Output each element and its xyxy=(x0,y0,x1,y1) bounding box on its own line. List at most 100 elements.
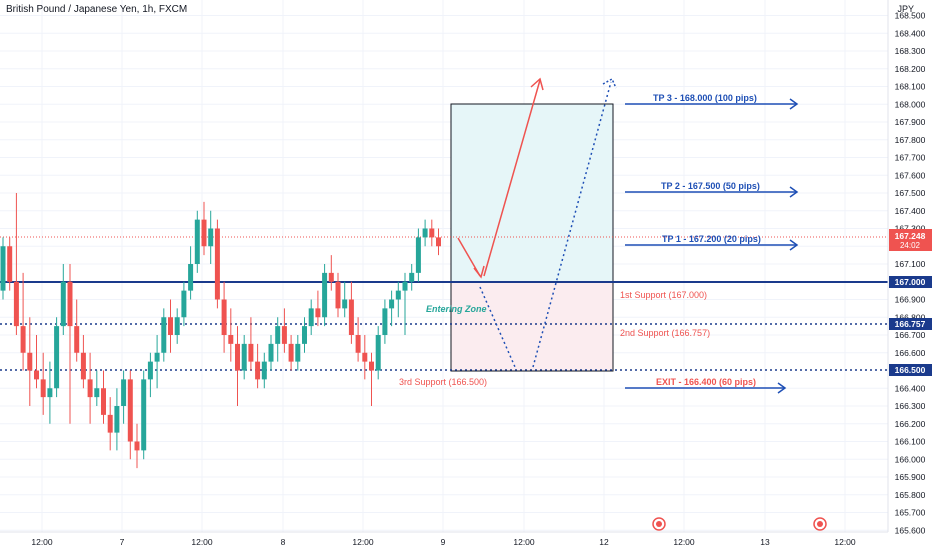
symbol-title[interactable]: British Pound / Japanese Yen, 1h, FXCM xyxy=(6,4,188,15)
projection-arrows[interactable] xyxy=(457,77,617,368)
candle-body[interactable] xyxy=(154,352,160,362)
tp2-label[interactable]: TP 2 - 167.500 (50 pips) xyxy=(661,181,760,191)
candle-body[interactable] xyxy=(60,281,66,327)
candle-body[interactable] xyxy=(308,308,314,327)
candle-body[interactable] xyxy=(342,299,348,309)
tp1-label[interactable]: TP 1 - 167.200 (20 pips) xyxy=(662,234,761,244)
candle-body[interactable] xyxy=(208,228,214,247)
candle-body[interactable] xyxy=(74,326,80,353)
candle-body[interactable] xyxy=(235,343,240,371)
candle-body[interactable] xyxy=(429,228,435,238)
candle-body[interactable] xyxy=(415,237,421,273)
candle-body[interactable] xyxy=(395,290,401,300)
candle-body[interactable] xyxy=(94,388,100,398)
candle-body[interactable] xyxy=(114,406,120,433)
candle-body[interactable] xyxy=(107,414,113,433)
candle-body[interactable] xyxy=(34,370,39,380)
candle-body[interactable] xyxy=(67,281,73,327)
candle-body[interactable] xyxy=(248,343,254,362)
time-tick: 12:00 xyxy=(31,537,53,547)
candle-body[interactable] xyxy=(0,246,6,291)
candle-body[interactable] xyxy=(27,352,33,371)
candle-body[interactable] xyxy=(281,326,287,344)
candle-body[interactable] xyxy=(181,290,187,318)
candle-body[interactable] xyxy=(328,272,334,282)
candle-body[interactable] xyxy=(40,379,46,398)
price-tick-labels: 168.500 168.400 168.300 168.200 168.100 168.0… xyxy=(895,11,926,536)
price-tick: 168.500 xyxy=(895,11,926,21)
candle-body[interactable] xyxy=(362,352,368,362)
candle-body[interactable] xyxy=(436,237,441,247)
candle-body[interactable] xyxy=(47,388,53,398)
blue-path-up[interactable] xyxy=(532,81,612,368)
candle-body[interactable] xyxy=(168,317,173,335)
economic-event-icon[interactable] xyxy=(652,517,666,531)
candle-body[interactable] xyxy=(20,326,26,353)
candle-body[interactable] xyxy=(335,281,341,309)
time-axis[interactable]: 12:00 7 12:00 8 12:00 9 12:00 12 12:00 1… xyxy=(0,531,888,547)
candle-body[interactable] xyxy=(275,326,281,344)
loss-zone[interactable] xyxy=(451,282,613,371)
current-price-badge[interactable]: 167.248 24:02 xyxy=(889,229,932,251)
candle-body[interactable] xyxy=(7,246,13,282)
candles-group[interactable] xyxy=(0,193,442,469)
target-arrows[interactable] xyxy=(625,98,799,394)
support-1-label[interactable]: 1st Support (167.000) xyxy=(620,290,707,300)
candle-body[interactable] xyxy=(214,228,220,300)
price-tick: 165.900 xyxy=(895,472,926,482)
candle-body[interactable] xyxy=(241,343,247,371)
profit-zone[interactable] xyxy=(451,104,613,282)
candle-body[interactable] xyxy=(302,326,307,344)
exit-label[interactable]: EXIT - 166.400 (60 pips) xyxy=(656,377,756,387)
candle-body[interactable] xyxy=(315,308,321,318)
support-2-label[interactable]: 2nd Support (166.757) xyxy=(620,328,710,338)
candle-body[interactable] xyxy=(80,352,86,380)
candle-body[interactable] xyxy=(13,281,19,327)
candle-body[interactable] xyxy=(422,228,428,238)
candle-body[interactable] xyxy=(389,299,395,309)
red-path-up[interactable] xyxy=(483,79,541,277)
candle-body[interactable] xyxy=(382,308,388,335)
candle-body[interactable] xyxy=(201,219,207,247)
candle-body[interactable] xyxy=(87,379,93,398)
candle-body[interactable] xyxy=(409,272,415,282)
candle-body[interactable] xyxy=(348,299,354,336)
candle-body[interactable] xyxy=(134,441,140,451)
candle-body[interactable] xyxy=(322,272,328,318)
candle-body[interactable] xyxy=(255,361,261,380)
price-tick: 166.300 xyxy=(895,401,926,411)
candle-body[interactable] xyxy=(268,343,274,362)
candle-body[interactable] xyxy=(141,379,147,451)
candle-body[interactable] xyxy=(101,388,106,415)
candle-body[interactable] xyxy=(228,335,234,344)
candle-body[interactable] xyxy=(174,317,180,335)
candle-body[interactable] xyxy=(161,317,167,353)
candle-body[interactable] xyxy=(221,299,227,336)
candle-body[interactable] xyxy=(295,343,301,362)
candle-body[interactable] xyxy=(375,335,381,371)
economic-event-icon[interactable] xyxy=(813,517,827,531)
candle-body[interactable] xyxy=(188,264,194,291)
candle-body[interactable] xyxy=(288,343,294,362)
candle-body[interactable] xyxy=(355,335,361,353)
price-tick: 166.700 xyxy=(895,330,926,340)
level-1-badge[interactable]: 167.000 xyxy=(889,276,932,288)
support-3-label[interactable]: 3rd Support (166.500) xyxy=(399,377,487,387)
candle-body[interactable] xyxy=(147,361,153,380)
candle-body[interactable] xyxy=(54,326,60,389)
red-path-down[interactable] xyxy=(457,237,481,277)
candle-body[interactable] xyxy=(194,219,200,264)
time-tick: 12:00 xyxy=(513,537,535,547)
candle-body[interactable] xyxy=(121,379,127,406)
level-2-badge[interactable]: 166.757 xyxy=(889,318,932,330)
candle-body[interactable] xyxy=(402,281,408,291)
tp3-label[interactable]: TP 3 - 168.000 (100 pips) xyxy=(653,93,757,103)
candle-body[interactable] xyxy=(261,361,267,380)
price-axis[interactable]: 168.500 168.400 168.300 168.200 168.100 168.0… xyxy=(887,0,932,550)
entering-zone-label[interactable]: Entering Zone xyxy=(426,304,487,314)
candle-body[interactable] xyxy=(369,361,374,371)
level-3-badge[interactable]: 166.500 xyxy=(889,364,932,376)
candle-body[interactable] xyxy=(127,379,133,442)
